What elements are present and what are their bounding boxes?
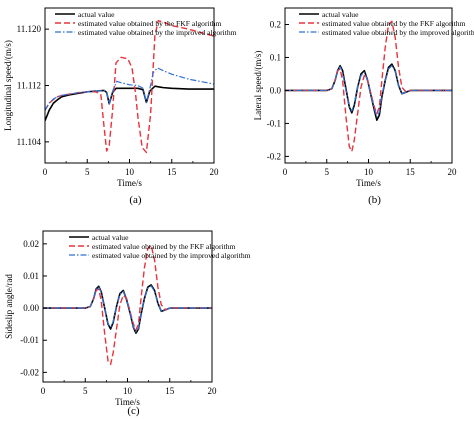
series-line-2 (45, 19, 214, 154)
y-tick-label: -0.02 (20, 367, 39, 377)
x-tick-label: 0 (41, 386, 46, 396)
y-tick-label: 0.00 (23, 303, 39, 313)
series-line-3 (285, 65, 452, 118)
x-axis-label: Time/s (117, 178, 142, 188)
panel-label: (c) (127, 405, 140, 417)
legend-entry: actual value (78, 10, 115, 19)
series-line-1 (285, 63, 452, 121)
y-tick-label: 11.104 (17, 137, 42, 147)
y-tick-label: -0.2 (267, 151, 281, 161)
x-tick-label: 5 (83, 386, 88, 396)
series-line-3 (45, 67, 214, 111)
x-tick-label: 5 (325, 167, 330, 177)
y-tick-label: 11.120 (17, 24, 42, 34)
panel-label: (a) (129, 194, 142, 206)
legend-entry: actual value (92, 233, 129, 242)
legend-entry: estimated value obtained by the FKF algo… (92, 242, 236, 251)
x-tick-label: 20 (448, 167, 458, 177)
y-tick-label: -0.1 (267, 118, 281, 128)
y-axis-label: Lateral speed/(m/s) (253, 51, 263, 121)
panel-label: (b) (368, 194, 381, 206)
legend-entry: estimated value obtained by the FKF algo… (322, 19, 466, 28)
x-tick-label: 15 (167, 167, 177, 177)
x-tick-label: 10 (125, 167, 135, 177)
x-tick-label: 20 (210, 167, 220, 177)
x-tick-label: 15 (165, 386, 175, 396)
y-tick-label: -0.01 (20, 335, 39, 345)
chart-panel-2: 0 5 10 15 20 -0.2 -0.1 0.0 0.1 0.2 Time/s Lateral s… (253, 7, 474, 206)
legend-entry: estimated value obtained by the FKF algo… (78, 19, 222, 28)
legend-entry: actual value (322, 10, 359, 19)
y-tick-label: 0.1 (270, 52, 281, 62)
chart-panel-3: 0 5 10 15 20 -0.02 -0.01 0.00 0.01 0.02 Time/s Side… (4, 230, 251, 417)
x-tick-label: 0 (283, 167, 288, 177)
chart-panel-1: 0 5 10 15 20 11.104 11.112 11.120 Time/s Longitud… (3, 7, 237, 206)
x-axis-label: Time/s (356, 178, 381, 188)
x-tick-label: 10 (364, 167, 374, 177)
series-line-1 (45, 85, 214, 122)
y-tick-label: 0.02 (23, 239, 39, 249)
y-axis-label: Sideslip angle/rad (4, 274, 14, 339)
y-tick-label: 0.2 (270, 19, 281, 29)
x-tick-label: 0 (43, 167, 48, 177)
x-tick-label: 10 (123, 386, 133, 396)
x-tick-label: 5 (85, 167, 90, 177)
x-axis-label: Time/s (115, 397, 140, 407)
y-axis-label: Longitudinal speed/(m/s) (3, 40, 13, 131)
y-tick-label: 0.0 (270, 85, 282, 95)
y-tick-label: 11.112 (17, 81, 41, 91)
legend-entry: estimated value obtained by the improved… (322, 28, 474, 37)
legend-entry: estimated value obtained by the improved… (92, 251, 251, 260)
y-tick-label: 0.01 (23, 271, 39, 281)
series-line-1 (43, 284, 212, 334)
legend-entry: estimated value obtained by the improved… (78, 28, 237, 37)
series-line-3 (43, 285, 212, 333)
x-tick-label: 15 (406, 167, 416, 177)
x-tick-label: 20 (208, 386, 218, 396)
